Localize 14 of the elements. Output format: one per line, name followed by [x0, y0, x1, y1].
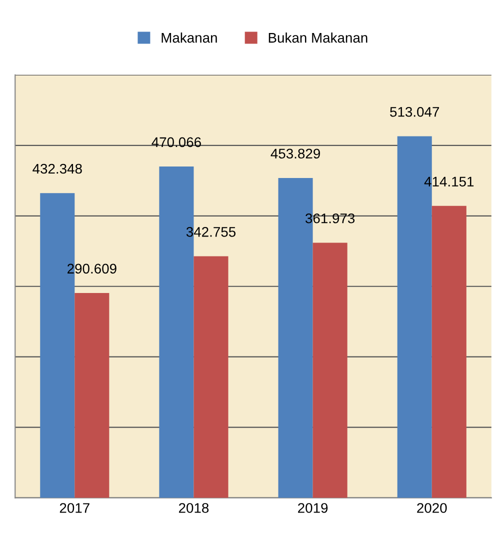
legend-label: Bukan Makanan	[268, 32, 368, 43]
data-label: 432.348	[32, 164, 82, 174]
bar	[74, 293, 110, 498]
bar	[194, 256, 228, 498]
x-tick-label: 2020	[417, 503, 447, 513]
data-label: 470.066	[152, 137, 201, 148]
bar	[432, 206, 466, 498]
data-label: 513.047	[390, 106, 440, 117]
x-tick-label: 2018	[178, 503, 209, 513]
bar	[312, 242, 348, 498]
data-label: 453.829	[270, 148, 320, 159]
legend-label: Makanan	[162, 32, 217, 43]
x-tick-label: 2017	[60, 503, 90, 513]
x-tick-label: 2019	[298, 503, 328, 513]
